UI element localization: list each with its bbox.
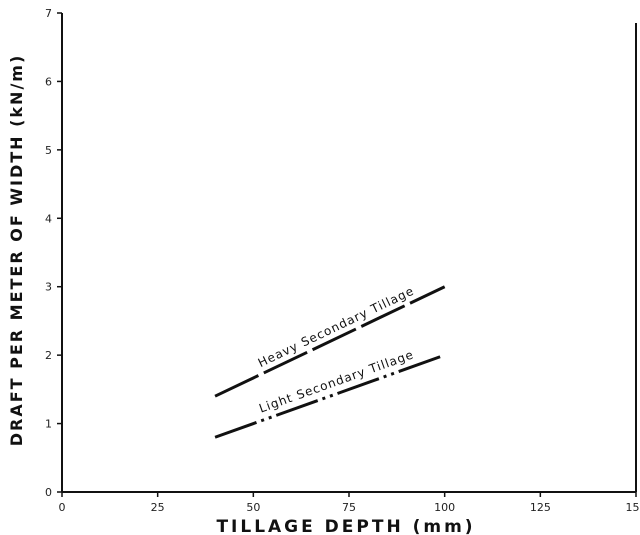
- y-tick-label: 7: [45, 7, 52, 20]
- series-line-1: [214, 285, 446, 398]
- y-tick-label: 3: [45, 281, 52, 294]
- y-tick-label: 1: [45, 418, 52, 431]
- x-tick-label: 50: [246, 501, 260, 514]
- y-tick-label: 0: [45, 486, 52, 499]
- y-tick-label: 4: [45, 212, 52, 225]
- axes: [61, 13, 637, 493]
- x-tick-label: 125: [530, 501, 551, 514]
- x-axis-label: TILLAGE DEPTH (mm): [216, 517, 475, 535]
- y-tick-label: 5: [45, 144, 52, 157]
- x-tick-label: 100: [434, 501, 455, 514]
- y-axis-label: DRAFT PER METER OF WIDTH (kN/m): [7, 54, 26, 447]
- y-tick-label: 2: [45, 349, 52, 362]
- x-tick-label: 0: [59, 501, 66, 514]
- x-tick-label: 25: [151, 501, 165, 514]
- series-line-2: [214, 353, 446, 439]
- y-tick-label: 6: [45, 75, 52, 88]
- x-tick-label: 75: [342, 501, 356, 514]
- x-tick-label: 150: [626, 501, 640, 514]
- axis-ticks: 0 1 2 3 4 5 6 7 0 25 50 75 100 125 150: [45, 7, 640, 514]
